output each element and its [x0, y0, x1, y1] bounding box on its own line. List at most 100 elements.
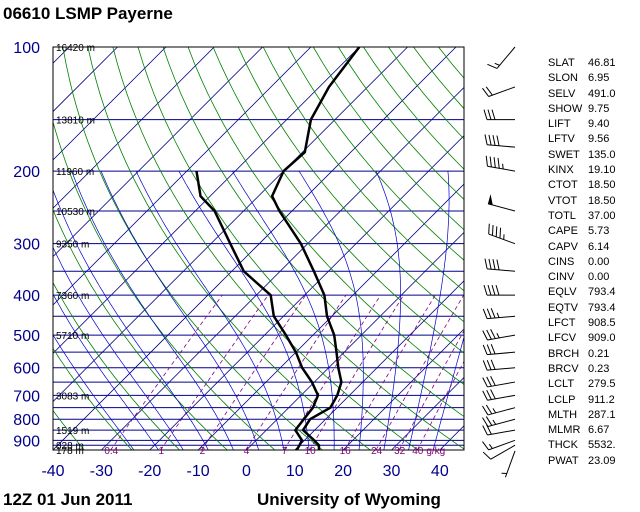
index-value: 46.81	[588, 57, 616, 69]
index-value: 279.5	[588, 378, 616, 391]
index-row-lclt: LCLT 279.5	[548, 377, 640, 392]
wind-barb	[484, 134, 516, 148]
mixing-ratio-label: 1	[159, 446, 165, 457]
temperature-tick-20: 20	[334, 463, 352, 480]
index-value: 6.67	[588, 424, 610, 437]
index-name: PWAT	[548, 454, 579, 467]
index-name: SELV	[548, 87, 576, 100]
dry-adiabat	[53, 208, 228, 450]
index-value: 793.4	[588, 301, 616, 314]
index-name: CAPV	[548, 240, 578, 253]
index-row-selv: SELV 491.0	[548, 87, 640, 102]
dry-adiabat	[53, 347, 133, 450]
height-labels: 16420 m 13810 m 11960 m 10530 m 9350 m 7360 m…	[56, 43, 95, 457]
index-row-kinx: KINX 19.10	[548, 163, 640, 178]
pressure-tick-500: 500	[13, 328, 40, 345]
index-name: SWET	[548, 148, 580, 161]
moist-adiabat	[432, 335, 464, 450]
isotherm	[53, 47, 360, 354]
index-row-swet: SWET 135.0	[548, 148, 640, 163]
height-label: 9350 m	[56, 240, 89, 251]
mixing-ratio-line	[398, 329, 464, 450]
index-value: 6.14	[588, 240, 610, 253]
index-name: VTOT	[548, 194, 578, 207]
index-name: SHOW	[548, 102, 583, 115]
index-name: LIFT	[548, 118, 571, 131]
index-row-lift: LIFT 9.40	[548, 117, 640, 132]
index-value: 9.56	[588, 133, 610, 146]
wind-barb	[482, 416, 516, 427]
mixing-ratio-line	[375, 294, 464, 450]
data-source: University of Wyoming	[257, 490, 441, 509]
wind-barb	[485, 155, 516, 172]
dry-adiabat	[53, 120, 276, 450]
isotherm	[53, 47, 312, 306]
pressure-tick-800: 800	[13, 412, 40, 429]
mixing-ratio-labels: 0.4 1 2 4 7 10 16 24 32 40 g/kg	[104, 446, 445, 457]
mixing-ratio-label: 10	[305, 446, 317, 457]
index-value: 135.0	[588, 148, 616, 161]
moist-adiabat	[408, 171, 450, 450]
index-value: 19.10	[588, 164, 616, 177]
pressure-tick-100: 100	[13, 40, 40, 57]
index-value: 287.1	[588, 408, 616, 421]
mixing-ratio-line	[245, 294, 347, 450]
index-value: 909.0	[588, 332, 616, 345]
index-value: 793.4	[588, 286, 616, 299]
index-name: LFCV	[548, 332, 577, 345]
index-name: LFCT	[548, 317, 576, 330]
dry-adiabat	[312, 47, 464, 231]
dry-adiabat	[87, 47, 371, 450]
moist-adiabat	[53, 334, 135, 450]
index-row-pwat: PWAT 23.09	[548, 454, 640, 469]
index-name: BRCH	[548, 347, 580, 360]
index-name: LCLP	[548, 393, 576, 406]
index-name: MLTH	[548, 408, 578, 421]
pressure-tick-200: 200	[13, 164, 40, 181]
index-name: SLAT	[548, 57, 575, 69]
height-label: 1519 m	[56, 426, 89, 437]
index-value: 23.09	[588, 454, 616, 467]
temperature-tick-labels: -40 -30 -20 -10 0 10 20 30 40	[41, 463, 448, 480]
moist-adiabat	[232, 170, 335, 450]
index-value: 0.21	[588, 347, 610, 360]
index-name: MLMR	[548, 424, 581, 437]
wind-barb	[482, 444, 516, 460]
index-value: 491.0	[588, 87, 616, 100]
index-name: CTOT	[548, 179, 578, 192]
mixing-ratio-line	[110, 294, 223, 450]
pressure-tick-900: 900	[13, 433, 40, 450]
temperature-tick--30: -30	[90, 463, 113, 480]
temperature-tick-10: 10	[286, 463, 304, 480]
index-name: EQLV	[548, 286, 577, 299]
moist-adiabat	[298, 170, 364, 450]
index-value: 9.40	[588, 118, 610, 131]
index-name: KINX	[548, 164, 574, 177]
isotherm	[53, 47, 215, 209]
pressure-tick-700: 700	[13, 388, 40, 405]
wind-barb	[483, 109, 515, 121]
pressure-tick-labels: 100 200 300 400 500 600 700 800 900	[13, 40, 40, 450]
dry-adiabat	[287, 47, 464, 261]
stability-indices-table: SLAT 46.81 SLON 6.95 SELV 491.0 SHOW 9.75 LIFT 9.…	[548, 56, 640, 469]
sounding-traces	[195, 47, 361, 450]
wind-barb	[484, 258, 516, 272]
mixing-ratio-line	[201, 294, 306, 450]
index-row-mlmr: MLMR 6.67	[548, 423, 640, 438]
pressure-tick-600: 600	[13, 361, 40, 378]
moist-adiabat	[53, 188, 209, 450]
observation-time: 12Z 01 Jun 2011	[3, 490, 133, 509]
series-temperature	[270, 47, 361, 450]
index-row-cape: CAPE 5.73	[548, 224, 640, 239]
mixing-ratio-label: 7	[282, 446, 288, 457]
index-name: BRCV	[548, 362, 579, 375]
index-value: 5.73	[588, 225, 610, 238]
mixing-ratio-label: 16	[340, 446, 352, 457]
wind-barb	[488, 223, 516, 245]
index-value: 18.50	[588, 194, 616, 207]
isotherm	[53, 47, 167, 161]
index-name: SLON	[548, 72, 578, 85]
series-dewpoint	[195, 170, 320, 450]
isotherm	[342, 328, 464, 450]
